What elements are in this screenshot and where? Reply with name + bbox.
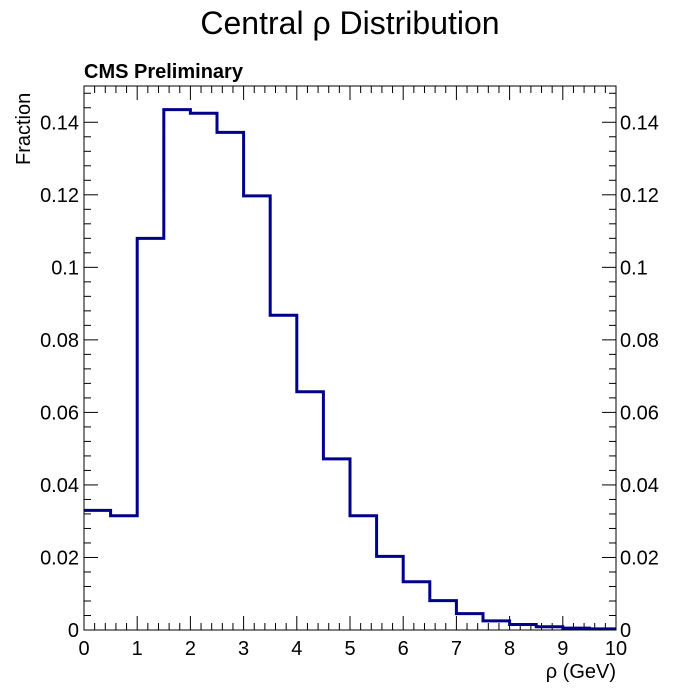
y-tick-label: 0.12 [40, 185, 79, 207]
y-tick-label: 0.1 [51, 257, 79, 279]
y-tick-label-right: 0.04 [620, 475, 659, 497]
x-tick-label: 8 [504, 638, 515, 660]
x-tick-label: 0 [78, 638, 89, 660]
histogram-line [84, 108, 616, 631]
y-tick-label-right: 0.12 [620, 185, 659, 207]
x-tick-label: 6 [398, 638, 409, 660]
x-tick-label: 9 [557, 638, 568, 660]
y-tick-label-right: 0.06 [620, 402, 659, 424]
x-tick-label: 10 [605, 638, 627, 660]
x-tick-label: 5 [344, 638, 355, 660]
y-tick-label: 0.06 [40, 402, 79, 424]
x-tick-label: 7 [451, 638, 462, 660]
cms-label: CMS Preliminary [84, 61, 244, 83]
chart-title: Central ρ Distribution [200, 5, 499, 41]
x-axis-label: ρ (GeV) [546, 661, 616, 683]
y-tick-label-right: 0 [620, 620, 631, 642]
y-tick-label-right: 0.14 [620, 112, 659, 134]
y-tick-label: 0.04 [40, 475, 79, 497]
x-tick-label: 2 [185, 638, 196, 660]
x-tick-label: 1 [132, 638, 143, 660]
y-tick-label: 0.08 [40, 330, 79, 352]
y-tick-label: 0.02 [40, 547, 79, 569]
plot-frame [83, 85, 617, 631]
y-tick-label-right: 0.08 [620, 330, 659, 352]
y-tick-label: 0.14 [40, 112, 79, 134]
y-tick-label-right: 0.02 [620, 547, 659, 569]
y-tick-label-right: 0.1 [620, 257, 648, 279]
tick-labels: 0 1 2 3 4 5 6 7 8 9 1000.020.040.060.080.10.120.14… [40, 112, 659, 660]
x-tick-label: 3 [238, 638, 249, 660]
y-tick-label: 0 [68, 620, 79, 642]
x-tick-label: 4 [291, 638, 302, 660]
y-axis-label: Fraction [13, 93, 35, 165]
